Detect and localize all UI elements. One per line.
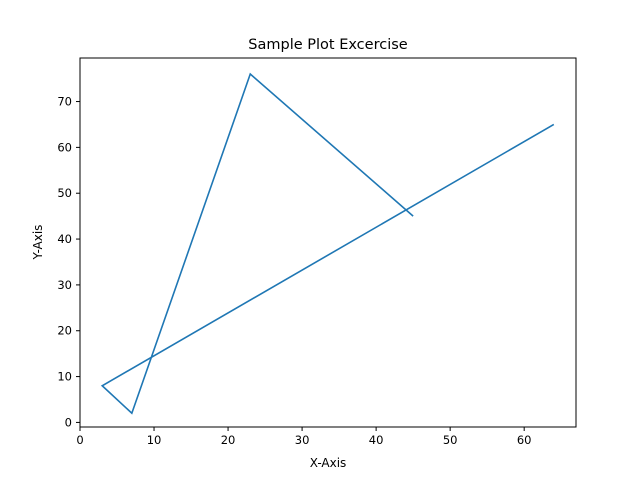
x-tick-label: 50 <box>443 433 458 447</box>
x-axis-label: X-Axis <box>310 456 347 470</box>
y-tick-label: 40 <box>57 232 72 246</box>
y-tick-label: 30 <box>57 278 72 292</box>
x-tick-label: 20 <box>221 433 236 447</box>
y-tick-label: 70 <box>57 95 72 109</box>
plot-frame <box>79 57 577 428</box>
y-tick-label: 0 <box>65 415 72 429</box>
x-tick-label: 0 <box>76 433 83 447</box>
x-tick-label: 30 <box>295 433 310 447</box>
series-line-0 <box>100 72 555 415</box>
x-tick-label: 10 <box>147 433 162 447</box>
x-tick-label: 40 <box>369 433 384 447</box>
y-tick-label: 20 <box>57 324 72 338</box>
y-axis-label: Y-Axis <box>31 225 45 261</box>
y-tick-label: 10 <box>57 370 72 384</box>
y-axis-ticks: 0 10 20 30 40 50 60 70 <box>57 95 80 429</box>
chart-title: Sample Plot Excercise <box>248 37 407 53</box>
x-tick-label: 60 <box>517 433 532 447</box>
plot-area <box>100 72 555 415</box>
x-axis-ticks: 0 10 20 30 40 50 60 <box>76 427 531 447</box>
y-tick-label: 50 <box>57 186 72 200</box>
y-tick-label: 60 <box>57 140 72 154</box>
